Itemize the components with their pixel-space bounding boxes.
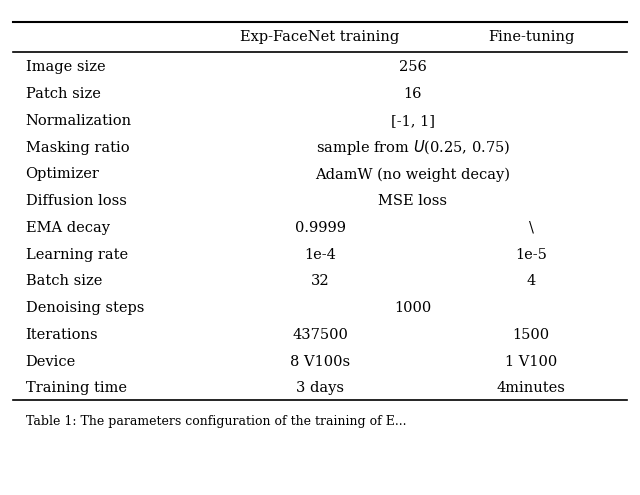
Text: Batch size: Batch size (26, 274, 102, 288)
Text: 256: 256 (399, 60, 427, 74)
Text: MSE loss: MSE loss (378, 194, 447, 208)
Text: 3 days: 3 days (296, 381, 344, 395)
Text: Training time: Training time (26, 381, 127, 395)
Text: 0.9999: 0.9999 (294, 221, 346, 235)
Text: 32: 32 (310, 274, 330, 288)
Text: [-1, 1]: [-1, 1] (391, 114, 435, 128)
Text: sample from $\mathit{U}$(0.25, 0.75): sample from $\mathit{U}$(0.25, 0.75) (316, 138, 510, 157)
Text: 4: 4 (527, 274, 536, 288)
Text: 1 V100: 1 V100 (505, 354, 557, 368)
Text: Patch size: Patch size (26, 87, 100, 101)
Text: 1e-5: 1e-5 (515, 248, 547, 261)
Text: Masking ratio: Masking ratio (26, 141, 129, 154)
Text: 1500: 1500 (513, 328, 550, 342)
Text: Denoising steps: Denoising steps (26, 301, 144, 315)
Text: 4minutes: 4minutes (497, 381, 566, 395)
Text: Exp-FaceNet training: Exp-FaceNet training (241, 30, 399, 44)
Text: Normalization: Normalization (26, 114, 132, 128)
Text: EMA decay: EMA decay (26, 221, 109, 235)
Text: Iterations: Iterations (26, 328, 98, 342)
Text: 8 V100s: 8 V100s (290, 354, 350, 368)
Text: Device: Device (26, 354, 76, 368)
Text: Table 1: The parameters configuration of the training of E...: Table 1: The parameters configuration of… (26, 415, 406, 428)
Text: 437500: 437500 (292, 328, 348, 342)
Text: AdamW (no weight decay): AdamW (no weight decay) (316, 167, 510, 182)
Text: Learning rate: Learning rate (26, 248, 128, 261)
Text: Optimizer: Optimizer (26, 167, 99, 181)
Text: Fine-tuning: Fine-tuning (488, 30, 574, 44)
Text: Image size: Image size (26, 60, 105, 74)
Text: 1000: 1000 (394, 301, 431, 315)
Text: Diffusion loss: Diffusion loss (26, 194, 127, 208)
Text: 16: 16 (404, 87, 422, 101)
Text: 1e-4: 1e-4 (304, 248, 336, 261)
Text: \: \ (529, 221, 534, 235)
